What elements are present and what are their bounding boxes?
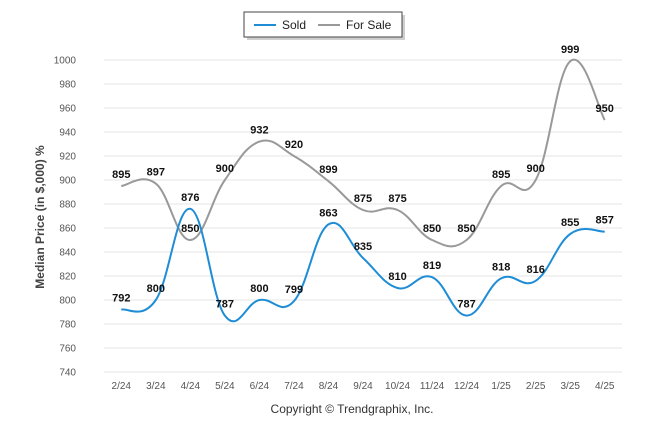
data-label-for-sale: 920 [285, 139, 303, 151]
data-label-sold: 787 [457, 299, 475, 311]
data-labels: 792 800 876 787 800 799 863 835 810 819 787 818 816 8… [112, 44, 614, 310]
data-label-sold: 800 [147, 283, 165, 295]
series-line-sold [121, 207, 605, 323]
data-label-sold: 855 [561, 217, 579, 229]
x-tick-label: 4/25 [595, 381, 615, 392]
x-tick-label: 4/24 [181, 381, 201, 392]
x-tick-label: 5/24 [215, 381, 235, 392]
data-label-for-sale: 999 [561, 44, 579, 56]
data-label-for-sale: 900 [216, 163, 234, 175]
data-label-sold: 819 [423, 260, 441, 272]
x-tick-label: 2/25 [526, 381, 546, 392]
y-tick-label: 820 [59, 272, 76, 283]
data-label-for-sale: 950 [596, 103, 614, 115]
data-label-sold: 792 [112, 293, 130, 305]
y-tick-label: 880 [59, 200, 76, 211]
data-label-sold: 857 [596, 215, 614, 227]
data-label-sold: 800 [250, 283, 268, 295]
y-tick-label: 740 [59, 368, 76, 379]
x-tick-label: 8/24 [319, 381, 339, 392]
x-tick-label: 6/24 [250, 381, 270, 392]
series-line-for-sale [121, 58, 606, 248]
legend-label-for-sale: For Sale [346, 18, 392, 32]
data-label-for-sale: 895 [112, 169, 130, 181]
y-tick-label: 840 [59, 248, 76, 259]
y-tick-label: 780 [59, 320, 76, 331]
y-tick-label: 940 [59, 128, 76, 139]
x-tick-label: 10/24 [385, 381, 410, 392]
data-label-for-sale: 932 [250, 125, 268, 137]
copyright-text: Copyright © Trendgraphix, Inc. [271, 402, 434, 416]
y-axis-title: Median Price (in $,000) % [33, 145, 47, 289]
y-tick-label: 920 [59, 152, 76, 163]
x-tick-label: 9/24 [353, 381, 373, 392]
data-label-for-sale: 850 [423, 223, 441, 235]
data-label-sold: 835 [354, 241, 372, 253]
x-tick-label: 12/24 [454, 381, 479, 392]
y-tick-label: 960 [59, 104, 76, 115]
axes: 740 760 780 800 820 840 860 880 900 920 940 960 980 1… [54, 56, 615, 393]
data-label-for-sale: 897 [147, 167, 165, 179]
x-tick-label: 2/24 [112, 381, 132, 392]
y-tick-label: 1000 [54, 56, 77, 67]
legend-label-sold: Sold [282, 18, 306, 32]
data-label-for-sale: 850 [457, 223, 475, 235]
data-label-sold: 863 [319, 207, 337, 219]
data-label-for-sale: 875 [388, 193, 406, 205]
data-label-sold: 818 [492, 261, 510, 273]
data-label-for-sale: 850 [181, 223, 199, 235]
y-tick-label: 900 [59, 176, 76, 187]
data-label-sold: 816 [526, 264, 544, 276]
legend: Sold For Sale [243, 11, 405, 40]
data-label-for-sale: 900 [526, 163, 544, 175]
y-tick-label: 760 [59, 344, 76, 355]
data-label-sold: 799 [285, 284, 303, 296]
data-label-sold: 876 [181, 192, 199, 204]
data-label-sold: 787 [216, 299, 234, 311]
y-tick-label: 980 [59, 80, 76, 91]
x-tick-label: 11/24 [420, 381, 445, 392]
data-label-for-sale: 875 [354, 193, 372, 205]
grid [104, 59, 622, 373]
data-label-for-sale: 899 [319, 164, 337, 176]
y-tick-label: 860 [59, 224, 76, 235]
x-tick-label: 3/25 [560, 381, 580, 392]
series [121, 58, 606, 323]
y-tick-label: 800 [59, 296, 76, 307]
x-tick-label: 7/24 [284, 381, 304, 392]
x-tick-label: 1/25 [491, 381, 511, 392]
x-tick-label: 3/24 [146, 381, 166, 392]
data-label-for-sale: 895 [492, 169, 510, 181]
data-label-sold: 810 [388, 271, 406, 283]
